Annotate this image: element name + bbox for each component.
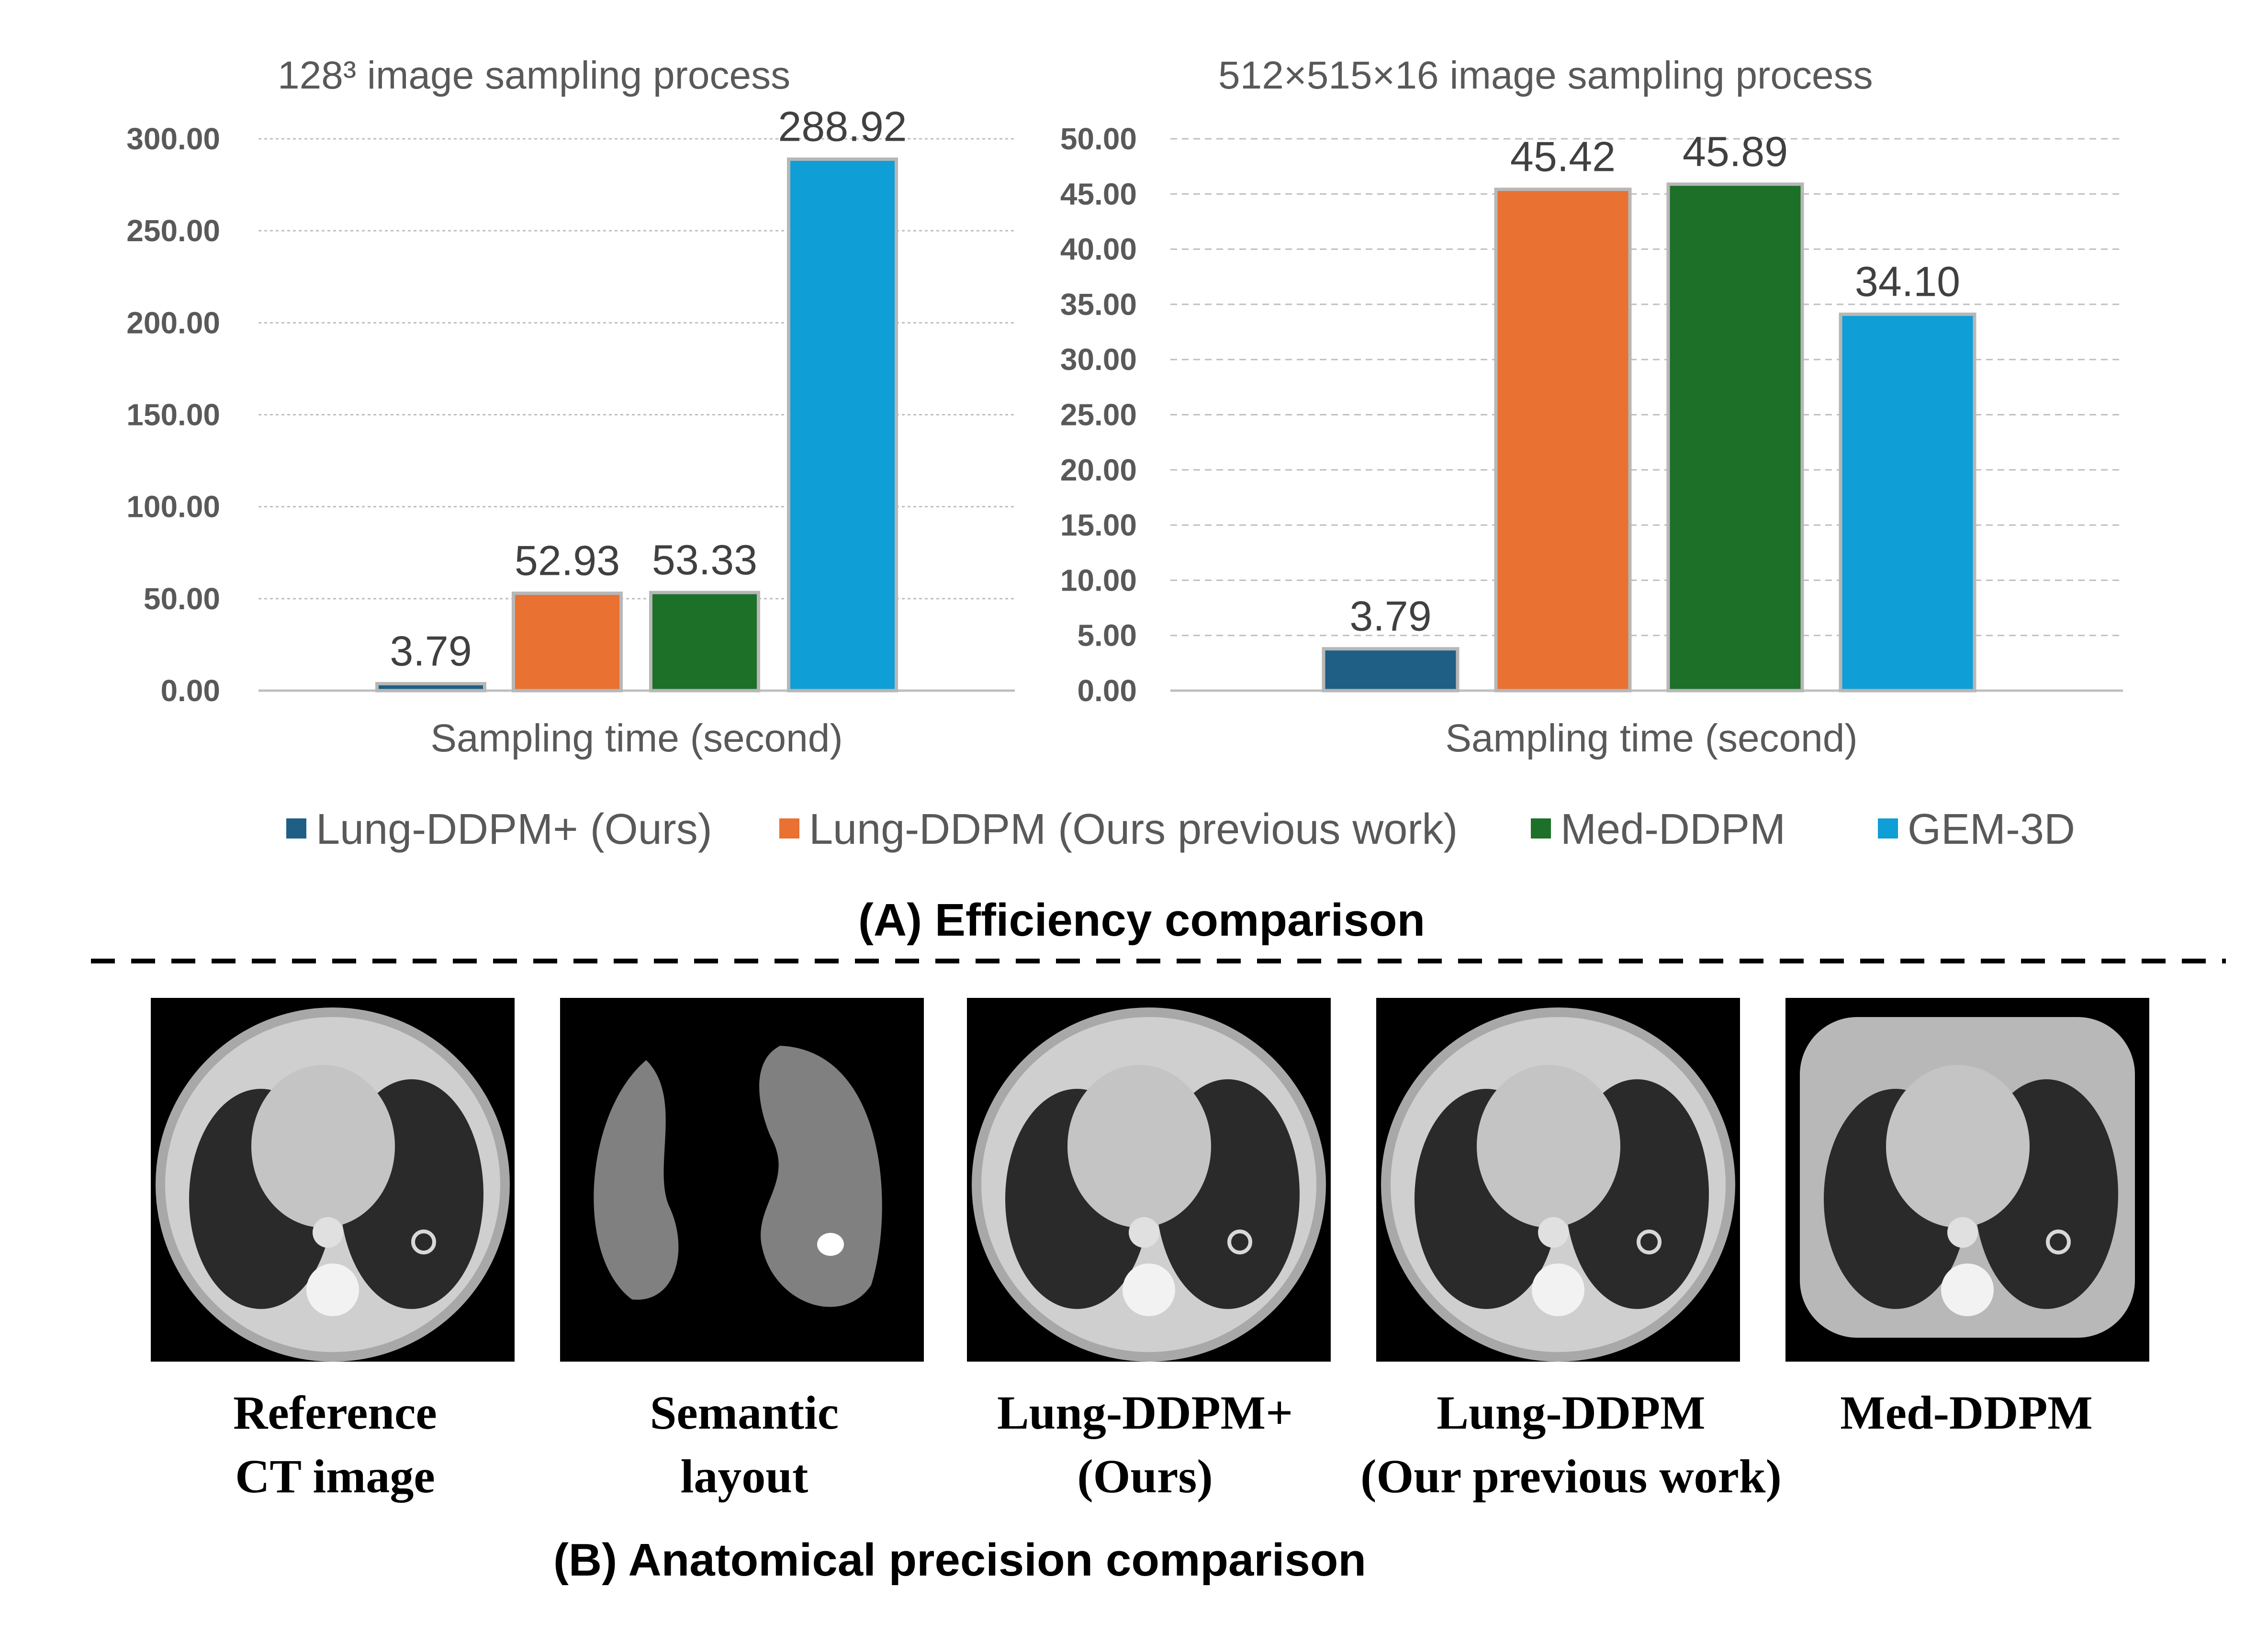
aorta [1947,1217,1978,1248]
legend-swatch-3 [1531,818,1551,839]
chart-left-ytick-label: 250.00 [126,213,220,248]
chart-left-data-label-4: 288.92 [778,103,907,150]
chart-right-ytick-label: 5.00 [1077,618,1137,653]
legend-swatch-1 [286,818,306,839]
chart-left-ytick-label: 0.00 [160,673,220,708]
panel-1: Reference CT image [151,998,515,1503]
chart-right-ytick-label: 20.00 [1060,453,1137,487]
chart-left: 128³ image sampling process 0.00 50.00 100… [126,54,1015,760]
chart-left-title: 128³ image sampling process [278,54,790,97]
panel-3: Lung-DDPM+ (Ours) [967,998,1331,1503]
aorta [1538,1217,1569,1248]
panel-4: Lung-DDPM (Our previous work) [1360,998,1782,1503]
nodule [411,1230,436,1254]
heart [1886,1065,2030,1228]
spine [1123,1264,1175,1316]
nodule-mask [817,1233,844,1256]
legend-swatch-2 [779,818,799,839]
chart-right-data-label-1: 3.79 [1349,593,1431,640]
right-lung-mask [594,1060,679,1300]
chart-right-bar-1 [1322,647,1460,693]
heart [1477,1065,1620,1228]
chart-right-ytick-label: 0.00 [1077,673,1137,708]
panel-caption-line1: Semantic [650,1386,839,1439]
chart-left-xlabel: Sampling time (second) [430,716,842,760]
panel-caption-line1: Lung-DDPM [1437,1386,1705,1439]
nodule [1227,1230,1252,1254]
heart [1067,1065,1211,1228]
chart-right-ytick-label: 50.00 [1060,122,1137,156]
legend-swatch-4 [1878,818,1898,839]
chart-right-data-label-3: 45.89 [1683,128,1788,175]
spine [1941,1264,1994,1316]
chart-right-bar-3 [1666,182,1804,693]
spine [306,1264,359,1316]
chart-right-xlabel: Sampling time (second) [1445,716,1857,760]
chart-left-data-label-3: 53.33 [652,536,757,583]
chart-left-ytick-label: 50.00 [144,582,220,616]
legend-label-1: Lung-DDPM+ (Ours) [316,805,712,853]
nodule [2046,1230,2071,1254]
panel-caption-line2: CT image [235,1450,435,1503]
chart-right-bar-4 [1839,313,1976,693]
chart-left-ytick-label: 100.00 [126,490,220,524]
panel-caption-line2: (Ours) [1077,1450,1213,1503]
chart-left-data-label-1: 3.79 [390,627,472,674]
panel-5: Med-DDPM [1785,998,2149,1439]
heart [251,1065,395,1228]
aorta [313,1217,343,1248]
chart-right: 512×515×16 image sampling process 0.00 5.… [1060,54,2123,760]
legend-label-4: GEM-3D [1908,805,2075,853]
chart-left-bar-3 [649,591,760,693]
chart-right-bar-2 [1494,188,1632,693]
chart-right-data-label-4: 34.10 [1855,258,1960,305]
legend-label-2: Lung-DDPM (Ours previous work) [809,805,1458,853]
chart-right-ytick-label: 15.00 [1060,508,1137,542]
chart-right-title: 512×515×16 image sampling process [1218,54,1873,97]
panel-caption-line2: (Our previous work) [1360,1450,1782,1503]
panel-caption-line1: Reference [233,1386,437,1439]
chart-left-ytick-label: 200.00 [126,305,220,340]
chart-right-ytick-label: 10.00 [1060,563,1137,597]
panel-caption-line1: Lung-DDPM+ [997,1386,1293,1439]
section-a-label: (A) Efficiency comparison [858,895,1425,946]
chart-left-bar-1 [375,682,486,693]
chart-left-data-label-2: 52.93 [515,537,620,584]
chart-right-ytick-label: 45.00 [1060,177,1137,211]
chart-right-ytick-label: 35.00 [1060,287,1137,322]
chart-left-bar-4 [787,157,898,693]
section-b-label: (B) Anatomical precision comparison [553,1534,1366,1586]
chart-right-ytick-label: 40.00 [1060,232,1137,267]
panel-caption-line2: layout [681,1450,808,1503]
left-lung-mask [759,1046,882,1307]
aorta [1129,1217,1159,1248]
chart-right-ytick-label: 30.00 [1060,342,1137,377]
chart-right-ytick-label: 25.00 [1060,398,1137,432]
chart-right-data-label-2: 45.42 [1510,133,1616,180]
nodule [1637,1230,1662,1254]
legend: Lung-DDPM+ (Ours) Lung-DDPM (Ours previou… [286,805,2075,853]
panel-2: Semantic layout [560,998,924,1503]
chart-left-ytick-label: 150.00 [126,398,220,432]
legend-label-3: Med-DDPM [1561,805,1785,853]
panel-caption-line1: Med-DDPM [1840,1386,2093,1439]
chart-left-bar-2 [512,592,623,693]
spine [1532,1264,1584,1316]
chart-left-ytick-label: 300.00 [126,122,220,156]
image-panels: Reference CT image Semantic layout Lung-DDPM… [151,998,2149,1503]
